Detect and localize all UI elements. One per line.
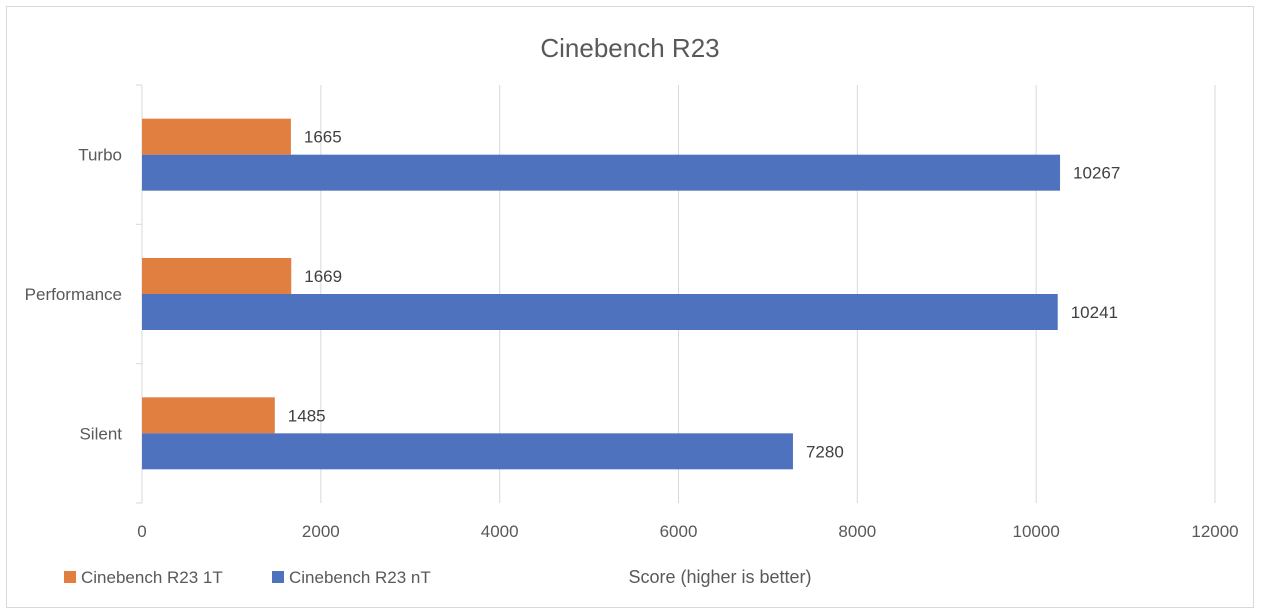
legend-label: Cinebench R23 1T [81, 568, 223, 587]
data-label: 10267 [1073, 164, 1120, 183]
category-label: Silent [79, 424, 122, 443]
category-axis [136, 84, 143, 504]
x-tick-label: 12000 [1191, 522, 1238, 541]
x-tick-label: 8000 [838, 522, 876, 541]
legend-label: Cinebench R23 nT [289, 568, 431, 587]
x-tick-label: 6000 [660, 522, 698, 541]
category-labels: Turbo Performance Silent [25, 146, 123, 444]
bar [142, 433, 793, 470]
bar [142, 118, 291, 155]
chart-title: Cinebench R23 [540, 33, 719, 63]
category-label: Performance [25, 285, 122, 304]
data-label: 1665 [304, 128, 342, 147]
x-tick-label: 0 [137, 522, 146, 541]
legend: Cinebench R23 1T Cinebench R23 nT [64, 568, 431, 587]
legend-swatch [64, 571, 76, 583]
data-label: 7280 [806, 442, 844, 461]
x-tick-label: 4000 [481, 522, 519, 541]
bar [142, 258, 292, 294]
bar [142, 294, 1058, 330]
x-axis-label: Score (higher is better) [628, 567, 811, 587]
data-label: 1485 [288, 406, 326, 425]
data-label: 1669 [304, 267, 342, 286]
data-label: 10241 [1071, 303, 1118, 322]
bar [142, 154, 1061, 191]
x-tick-labels: 0 2000 4000 6000 8000 10000 12000 [137, 522, 1238, 541]
x-tick-label: 2000 [302, 522, 340, 541]
data-labels: 1665 10267 1669 10241 1485 7280 [288, 128, 1121, 462]
bars [142, 118, 1061, 470]
bar [142, 397, 275, 434]
category-label: Turbo [78, 146, 122, 165]
legend-swatch [272, 571, 284, 583]
x-tick-label: 10000 [1013, 522, 1060, 541]
